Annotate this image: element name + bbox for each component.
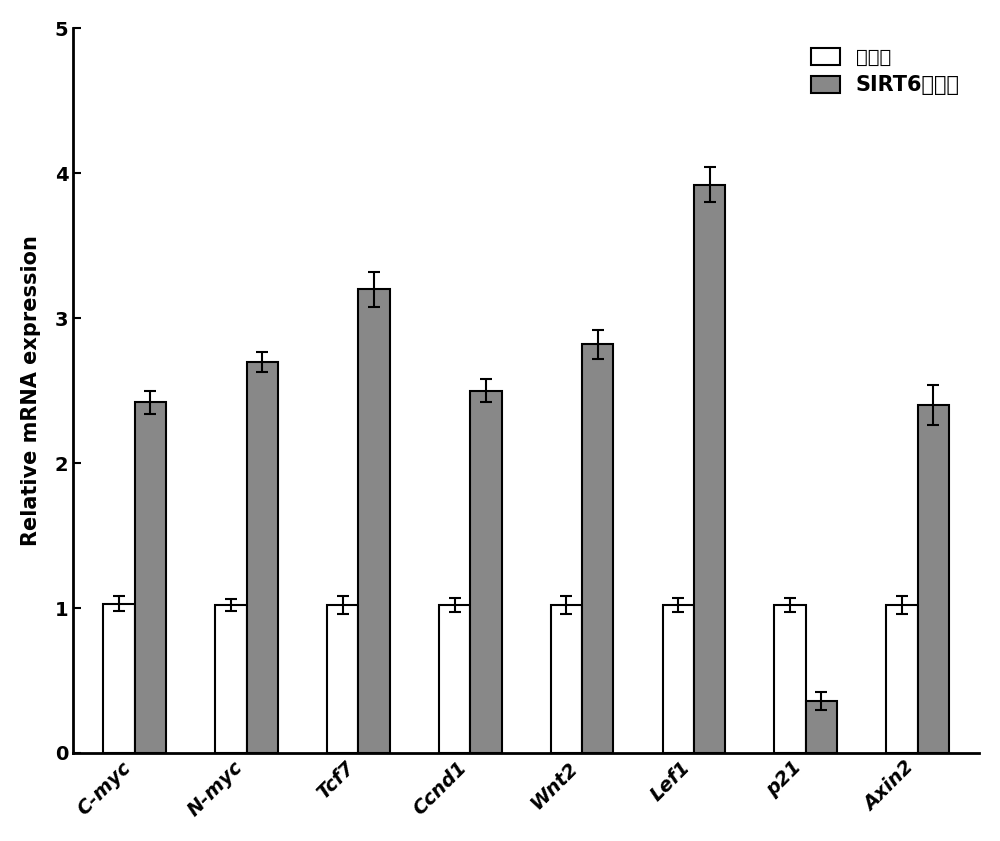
Y-axis label: Relative mRNA expression: Relative mRNA expression bbox=[21, 235, 41, 546]
Bar bbox=[918, 405, 949, 753]
Bar bbox=[551, 606, 582, 753]
Bar bbox=[358, 289, 390, 753]
Bar bbox=[247, 362, 278, 753]
Bar bbox=[215, 606, 247, 753]
Bar bbox=[663, 606, 694, 753]
Bar bbox=[470, 391, 502, 753]
Bar bbox=[806, 701, 837, 753]
Bar bbox=[886, 606, 918, 753]
Bar bbox=[439, 606, 470, 753]
Bar bbox=[103, 604, 135, 753]
Legend: 对照组, SIRT6敏除组: 对照组, SIRT6敏除组 bbox=[801, 38, 969, 104]
Bar bbox=[327, 606, 358, 753]
Bar bbox=[135, 402, 166, 753]
Bar bbox=[774, 606, 806, 753]
Bar bbox=[582, 344, 613, 753]
Bar bbox=[694, 185, 725, 753]
